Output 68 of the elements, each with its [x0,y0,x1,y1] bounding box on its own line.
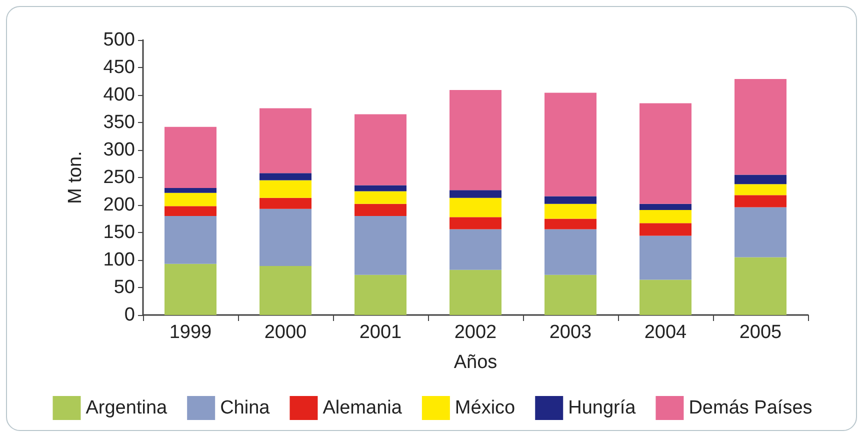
y-tick-label: 400 [103,84,135,106]
bar [164,264,216,315]
bar [734,207,786,258]
legend-label: Hungría [568,398,636,418]
bar [640,280,692,315]
bar [734,257,786,315]
bar [260,208,312,266]
bar [544,229,596,275]
y-tick-label: 500 [103,30,135,50]
y-tick-label: 300 [103,140,135,160]
legend-label: Alemania [322,398,402,418]
bar [260,173,312,180]
bar [734,174,786,184]
x-tick-label: 2001 [359,322,402,343]
bar [544,274,596,315]
bar [544,196,596,204]
legend-label: Demás Países [688,398,812,418]
y-tick-label: 50 [114,277,135,298]
bar [354,204,406,216]
y-tick-label: 150 [103,222,135,243]
bar [544,92,596,196]
x-tick-label: 1999 [169,322,212,343]
bar [734,79,786,175]
x-tick-label: 2003 [549,322,592,343]
bar [450,270,502,315]
bar [354,185,406,192]
bar [164,188,216,193]
y-tick-label: 250 [103,167,135,188]
bar [164,126,216,188]
x-tick-label: 2005 [739,322,782,343]
bar [260,180,312,198]
bar [260,198,312,209]
bar [640,236,692,280]
bar [354,274,406,315]
bar [640,204,692,210]
bar [354,216,406,275]
legend-label: México [454,398,516,418]
bar [734,184,786,196]
bar [164,216,216,264]
bar [450,217,502,230]
bar [544,204,596,219]
bar [260,108,312,174]
bar [544,218,596,230]
legend-label: China [220,398,270,418]
bar [450,229,502,270]
bar [640,103,692,204]
y-tick-label: 450 [103,57,135,78]
y-tick-label: 100 [103,250,135,270]
y-tick-label: 350 [103,112,135,133]
bar [164,192,216,206]
bar [640,210,692,224]
x-tick-label: 2002 [454,322,497,343]
bar [354,114,406,186]
bar [640,223,692,236]
x-tick-label: 2004 [644,322,688,343]
bar [734,195,786,208]
bar [164,206,216,216]
bar [450,90,502,190]
bar [450,190,502,198]
legend-label: Argentina [86,398,168,418]
x-axis-title: Años [454,352,498,373]
y-tick-label: 0 [124,304,135,326]
bar [354,191,406,204]
y-axis-title: M ton. [65,151,86,204]
x-tick-label: 2000 [264,322,307,343]
bar [260,266,312,315]
bar [450,198,502,218]
y-tick-label: 200 [103,194,135,216]
